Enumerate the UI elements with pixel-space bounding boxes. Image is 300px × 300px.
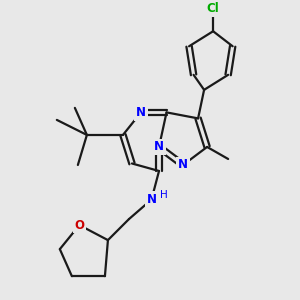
Text: N: N: [154, 140, 164, 154]
Text: O: O: [74, 219, 84, 232]
Text: N: N: [136, 106, 146, 119]
Text: H: H: [160, 190, 168, 200]
Text: Cl: Cl: [207, 2, 220, 15]
Text: N: N: [146, 193, 157, 206]
Text: N: N: [178, 158, 188, 172]
